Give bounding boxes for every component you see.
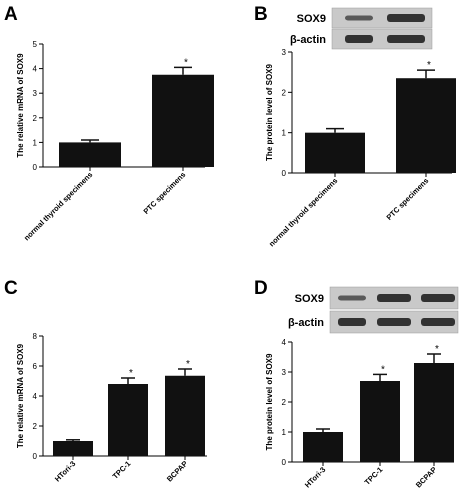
y-tick-label: 2 [282, 398, 287, 407]
blot-band [387, 14, 425, 22]
y-tick-label: 2 [33, 114, 38, 123]
x-tick-label: PTC specimens [142, 170, 188, 216]
y-tick-label: 1 [33, 138, 38, 147]
blot-band [387, 35, 425, 43]
blot-band [421, 318, 455, 326]
blot-band [345, 35, 373, 43]
blot-label: β-actin [290, 34, 326, 46]
x-tick-label: HTori-3 [53, 459, 78, 484]
blot-band [421, 294, 455, 302]
blot-band [345, 15, 373, 21]
bar-2 [396, 78, 456, 173]
significance-star: * [435, 344, 439, 355]
y-tick-label: 0 [33, 163, 38, 172]
blot-strip [331, 28, 433, 50]
bar-1 [59, 142, 121, 167]
y-axis-label: The relative mRNA of SOX9 [16, 53, 25, 158]
y-tick-label: 4 [33, 392, 38, 401]
y-tick-label: 4 [282, 338, 287, 347]
bar-3 [165, 375, 205, 456]
x-tick-label: PTC specimens [385, 176, 431, 222]
blot-label: β-actin [288, 317, 324, 329]
panel-A: A 0 1 2 3 4 5 The relative mRNA of SOX9 normal t… [4, 4, 214, 242]
significance-star: * [427, 60, 431, 71]
y-axis-label: The protein level of SOX9 [265, 353, 274, 450]
y-tick-label: 1 [282, 428, 287, 437]
significance-star: * [184, 57, 188, 68]
blot-strip [331, 7, 433, 29]
x-tick-label: BCPAP [414, 465, 439, 490]
y-tick-label: 5 [33, 40, 38, 49]
y-tick-label: 3 [282, 368, 287, 377]
y-tick-label: 2 [33, 422, 38, 431]
y-tick-label: 3 [33, 89, 38, 98]
x-tick-label: HTori-3 [303, 465, 328, 490]
y-tick-label: 6 [33, 362, 38, 371]
x-tick-label: normal thyroid specimens [267, 176, 339, 248]
blot-band [377, 294, 411, 302]
x-tick-label: TPC-1 [363, 465, 385, 487]
panel-label: A [4, 4, 18, 25]
blot-label: SOX9 [295, 293, 324, 305]
bar-1 [305, 132, 365, 173]
y-tick-label: 8 [33, 332, 38, 341]
x-tick-label: normal thyroid specimens [22, 170, 94, 242]
blot-label: SOX9 [297, 13, 326, 25]
x-tick-label: BCPAP [165, 459, 190, 484]
blot-band [338, 295, 366, 301]
significance-star: * [129, 368, 133, 379]
y-tick-label: 2 [282, 88, 287, 97]
significance-star: * [381, 364, 385, 375]
bar-3 [414, 363, 454, 462]
y-tick-label: 1 [282, 129, 287, 138]
panel-label: D [254, 278, 268, 299]
panel-label: C [4, 278, 18, 299]
y-tick-label: 0 [282, 458, 287, 467]
panel-label: B [254, 4, 268, 25]
y-tick-label: 0 [282, 169, 287, 178]
significance-star: * [186, 359, 190, 370]
y-tick-label: 4 [33, 65, 38, 74]
bar-2 [152, 74, 214, 167]
y-tick-label: 3 [282, 48, 287, 57]
blot-band [338, 318, 366, 326]
y-axis-label: The protein level of SOX9 [265, 64, 274, 161]
bar-1 [303, 432, 343, 462]
bar-2 [360, 381, 400, 462]
panel-B: B 0 1 2 3 The protein level of SOX9 normal thy… [254, 4, 456, 248]
y-tick-label: 0 [33, 452, 38, 461]
panel-C: C 0 2 4 6 8 The relative mRNA of SOX9 HTori-3 * T… [4, 278, 207, 484]
x-tick-label: TPC-1 [111, 459, 133, 481]
panel-D: D 0 1 2 3 4 The protein level of SOX9 HTori-3 * T… [254, 278, 459, 490]
bar-1 [53, 441, 93, 456]
y-axis-label: The relative mRNA of SOX9 [16, 343, 25, 448]
bar-2 [108, 384, 148, 456]
blot-band [377, 318, 411, 326]
